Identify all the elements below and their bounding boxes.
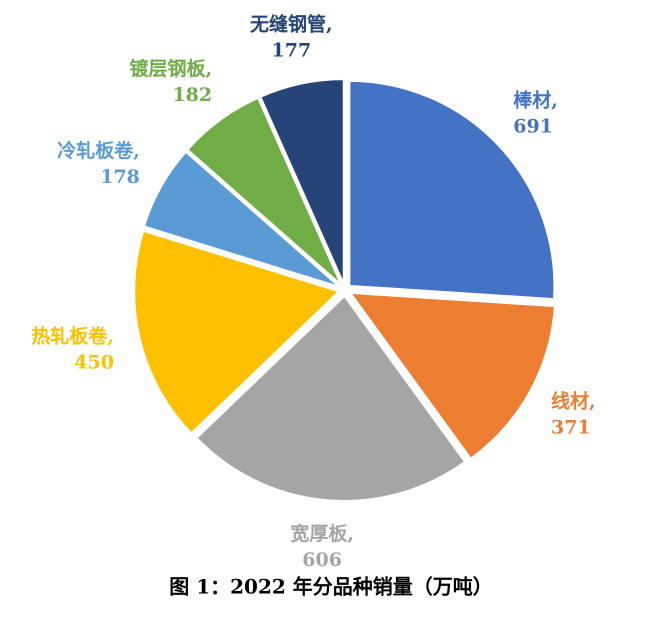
label-separator: , — [589, 390, 596, 412]
label-name: 线材, — [551, 389, 596, 412]
pie-slice — [186, 96, 343, 286]
label-separator: , — [326, 14, 333, 36]
label-value: 371 — [551, 416, 591, 438]
chart-title: 图 1：2022 年分品种销量（万吨） — [169, 575, 493, 599]
label-separator: , — [551, 90, 558, 112]
data-label: 宽厚板,606 — [290, 522, 354, 571]
data-label: 冷轧板卷, 178 — [57, 139, 140, 188]
label-separator: , — [133, 140, 140, 162]
label-value: 178 — [100, 166, 140, 188]
label-name: 镀层钢板, — [129, 57, 212, 80]
pie-slice — [142, 150, 341, 289]
data-label: 热轧板卷, 450 — [31, 324, 114, 373]
data-label: 线材, 371 — [551, 389, 596, 438]
category-name: 棒材 — [513, 89, 551, 112]
label-name: 冷轧板卷, — [57, 139, 140, 162]
data-label: 棒材, 691 — [513, 89, 558, 138]
data-label: 无缝钢管, 177 — [250, 13, 333, 62]
pie-slice — [133, 229, 342, 435]
label-value: 606 — [302, 549, 342, 571]
label-separator: , — [205, 58, 212, 80]
pie-slice — [348, 79, 556, 301]
category-name: 线材 — [551, 389, 589, 412]
label-separator: , — [347, 523, 354, 545]
label-name: 无缝钢管, — [250, 13, 333, 36]
label-value: 177 — [272, 40, 312, 62]
data-label: 镀层钢板, 182 — [129, 57, 212, 106]
label-value: 450 — [74, 351, 114, 373]
category-name: 冷轧板卷 — [57, 139, 134, 162]
label-separator: , — [107, 325, 114, 347]
label-value: 182 — [172, 84, 212, 106]
pie-slice — [195, 294, 467, 502]
label-name: 热轧板卷, — [31, 324, 114, 347]
pie-slice — [259, 78, 345, 285]
category-name: 热轧板卷 — [31, 324, 108, 347]
category-name: 无缝钢管 — [250, 13, 326, 36]
category-name: 镀层钢板 — [129, 57, 206, 80]
label-name: 棒材, — [513, 89, 558, 112]
pie-slice — [348, 291, 556, 461]
label-name: 宽厚板, — [290, 522, 354, 545]
category-name: 宽厚板 — [290, 522, 348, 545]
label-value: 691 — [513, 116, 553, 138]
